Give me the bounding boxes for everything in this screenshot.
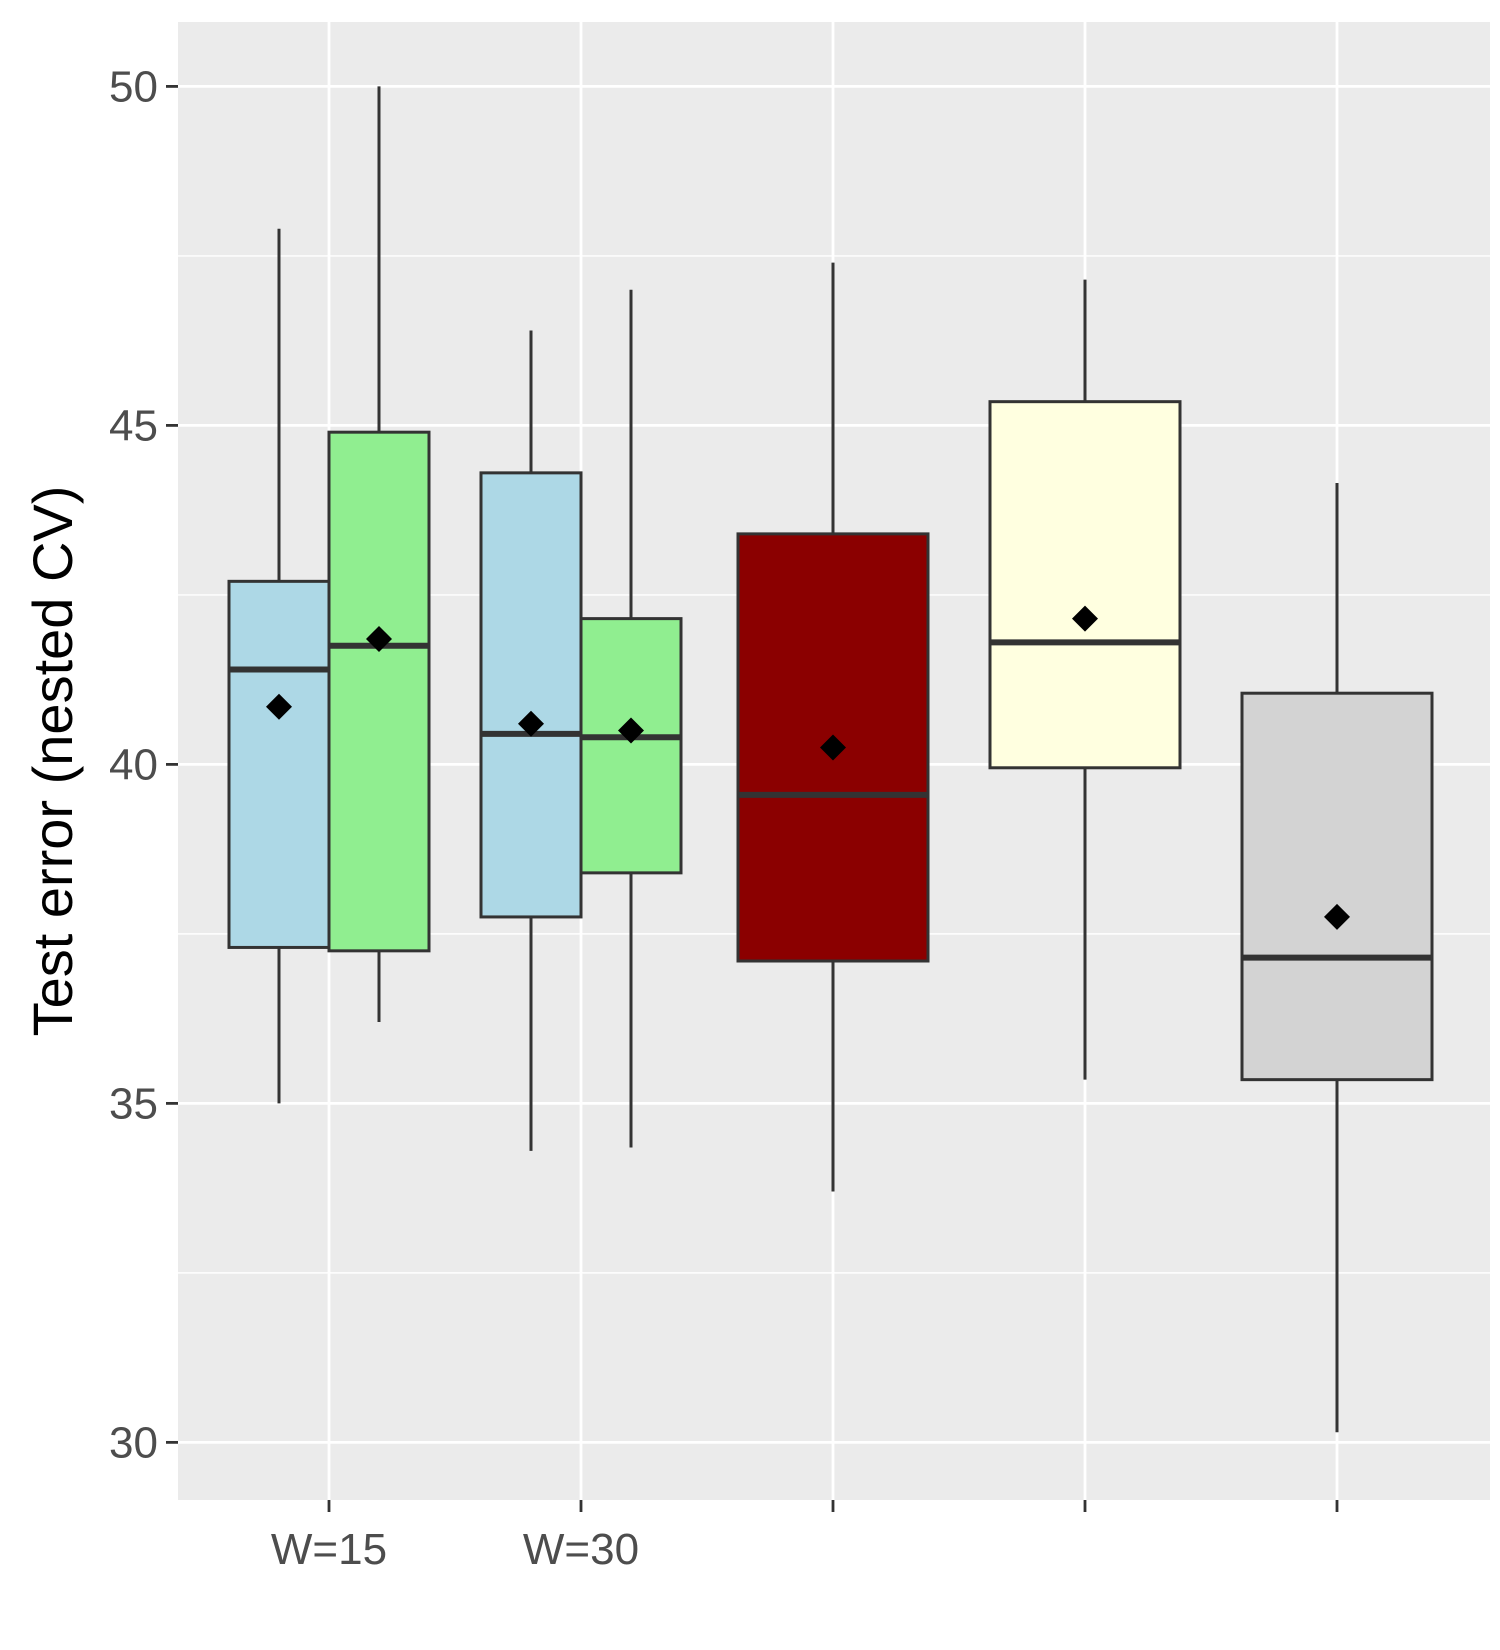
y-tick-label: 45 [109,401,158,450]
y-tick-label: 35 [109,1079,158,1128]
y-axis-title: Test error (nested CV) [21,486,84,1037]
box-iqr [988,400,1182,770]
box-iqr [579,617,683,875]
mean-marker [266,693,292,720]
box-7 [1240,483,1434,1433]
y-tick-label: 50 [109,62,158,111]
box-iqr [327,430,431,953]
box-iqr [227,579,331,949]
mean-marker [820,734,846,761]
box-1 [227,228,331,1104]
x-axis: W=15 W=30 [271,1500,1339,1574]
mean-marker [1324,903,1350,930]
y-axis: 30 35 40 45 50 [109,62,178,1467]
x-tick-label: W=15 [271,1525,387,1574]
boxes-layer [227,86,1434,1433]
box-6 [988,279,1182,1080]
box-iqr [1240,691,1434,1082]
box-3 [479,330,583,1151]
mean-marker [618,717,644,744]
mean-marker [366,625,392,652]
x-tick-label: W=30 [523,1525,639,1574]
box-5 [736,262,930,1192]
box-4 [579,289,683,1148]
box-2 [327,86,431,1023]
box-iqr [479,471,583,919]
mean-marker [1072,605,1098,632]
y-tick-label: 40 [109,740,158,789]
mean-marker [518,710,544,737]
y-tick-label: 30 [109,1418,158,1467]
